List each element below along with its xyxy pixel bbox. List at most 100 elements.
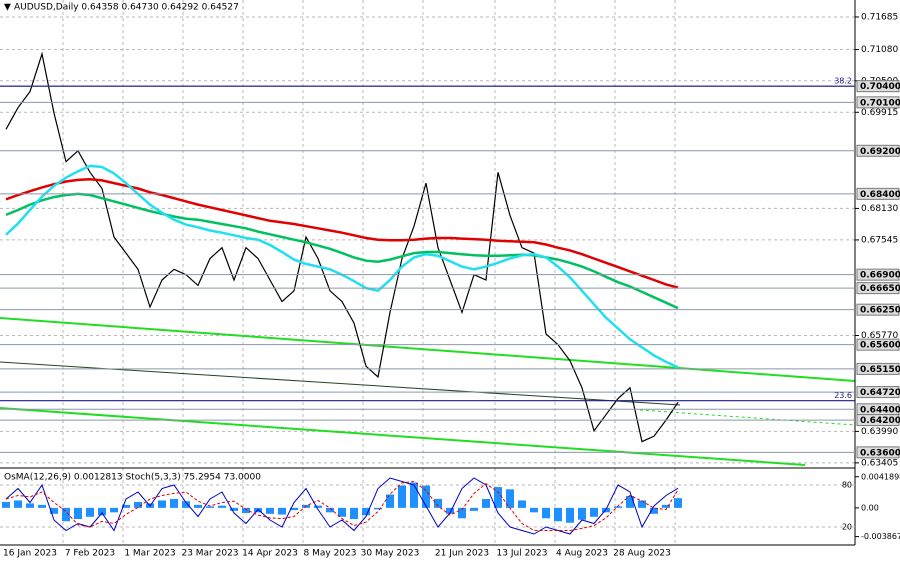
x-tick-label: 7 Feb 2023 [65, 549, 115, 559]
level-label-box [856, 303, 900, 316]
osma-bar [98, 507, 106, 516]
x-tick-label: 4 Aug 2023 [556, 549, 608, 559]
trend-line [0, 317, 856, 382]
osma-bar [554, 507, 562, 522]
osma-bar [386, 494, 394, 508]
osma-bar [458, 507, 466, 519]
osma-bar [626, 495, 634, 508]
osma-bar [494, 487, 502, 508]
level-label-box [856, 144, 900, 157]
osma-bar [206, 506, 214, 508]
moving-average [5, 178, 679, 289]
osma-bar [14, 500, 22, 508]
level-label: 0.70400 [860, 82, 900, 92]
osma-bar [362, 507, 370, 516]
y-tick-label: 0.71685 [861, 12, 898, 22]
fib-label: 38.2 [834, 77, 852, 86]
level-label-box [856, 96, 900, 109]
x-tick-label: 21 Jun 2023 [435, 549, 489, 559]
level-label: 0.66900 [860, 271, 900, 281]
osma-bar [110, 507, 118, 513]
y-tick-label: -0.003867 [861, 532, 900, 541]
osma-bar [158, 500, 166, 508]
stochastic-line [5, 480, 679, 531]
fib-label: 23.6 [834, 391, 852, 400]
osma-bar [374, 507, 382, 510]
price-line [5, 51, 679, 443]
osma-bar [398, 485, 406, 508]
x-tick-label: 13 Jul 2023 [497, 549, 548, 559]
osma-bar [638, 500, 646, 508]
osma-bar [326, 507, 334, 513]
osma-bar [38, 504, 46, 508]
osma-bar [434, 498, 442, 508]
osma-bar [122, 504, 130, 508]
x-tick-label: 23 Mar 2023 [181, 549, 238, 559]
osma-bar [242, 507, 250, 514]
level-label-box [856, 386, 900, 399]
y-tick-label: 0.63405 [861, 458, 898, 468]
osma-bar [86, 507, 94, 517]
x-tick-label: 16 Jan 2023 [3, 549, 57, 559]
level-label: 0.63600 [860, 448, 900, 458]
osma-bar [662, 504, 670, 508]
osma-bar [2, 501, 10, 508]
x-tick-label: 28 Aug 2023 [613, 549, 671, 559]
osma-bar [506, 489, 514, 508]
level-label-box [856, 80, 900, 93]
y2-tick-label: 80 [842, 481, 852, 490]
y-tick-label: 0.69915 [861, 108, 898, 118]
osma-bar [530, 507, 538, 513]
osma-bar [134, 501, 142, 508]
osma-bar [314, 505, 322, 508]
stochastic-line [5, 477, 679, 535]
level-label-box [856, 268, 900, 281]
x-tick-label: 8 May 2023 [304, 549, 357, 559]
y-tick-label: 0.71080 [861, 45, 898, 55]
osma-bar [482, 498, 490, 508]
osma-bar [446, 507, 454, 514]
osma-bar [74, 507, 82, 520]
osma-bar [518, 500, 526, 508]
level-label: 0.66250 [860, 306, 900, 316]
osma-bar [218, 505, 226, 508]
osma-bar [578, 507, 586, 520]
osma-bar [542, 507, 550, 519]
level-label: 0.66650 [860, 284, 900, 294]
level-label: 0.70100 [860, 98, 900, 108]
y-tick-label: 0.68130 [861, 204, 898, 214]
level-label-box [856, 338, 900, 351]
osma-bar [674, 498, 682, 508]
osma-bar [650, 507, 658, 514]
x-tick-label: 30 May 2023 [361, 549, 420, 559]
osma-bar [26, 503, 34, 508]
osma-bar [350, 507, 358, 520]
osma-bar [266, 507, 274, 514]
osma-bar [62, 507, 70, 522]
y-tick-label: 0.0041898 [861, 472, 900, 481]
moving-average [5, 192, 679, 310]
y-tick-label: 0.00 [861, 503, 879, 512]
level-label: 0.64200 [860, 416, 900, 426]
level-label: 0.65600 [860, 341, 900, 351]
level-label-box [856, 446, 900, 459]
y-tick-label: 0.67545 [861, 235, 898, 245]
osma-bar [50, 507, 58, 514]
chart-title: AUDUSD,Daily 0.64358 0.64730 0.64292 0.6… [14, 3, 239, 13]
osma-bar [590, 507, 598, 517]
indicator-title: OsMA(12,26,9) 0.0012813 Stoch(5,3,3) 75.… [4, 473, 261, 483]
osma-bar [290, 507, 298, 511]
osma-bar [566, 507, 574, 523]
y2-tick-label: 20 [842, 523, 852, 532]
osma-bar [278, 507, 286, 515]
level-label: 0.69200 [860, 147, 900, 157]
level-label: 0.65150 [860, 365, 900, 375]
y-tick-label: 0.63990 [861, 427, 898, 437]
level-label-box [856, 187, 900, 200]
osma-bar [230, 507, 238, 511]
grid [0, 0, 855, 545]
osma-bar [182, 501, 190, 508]
level-label-box [856, 282, 900, 295]
